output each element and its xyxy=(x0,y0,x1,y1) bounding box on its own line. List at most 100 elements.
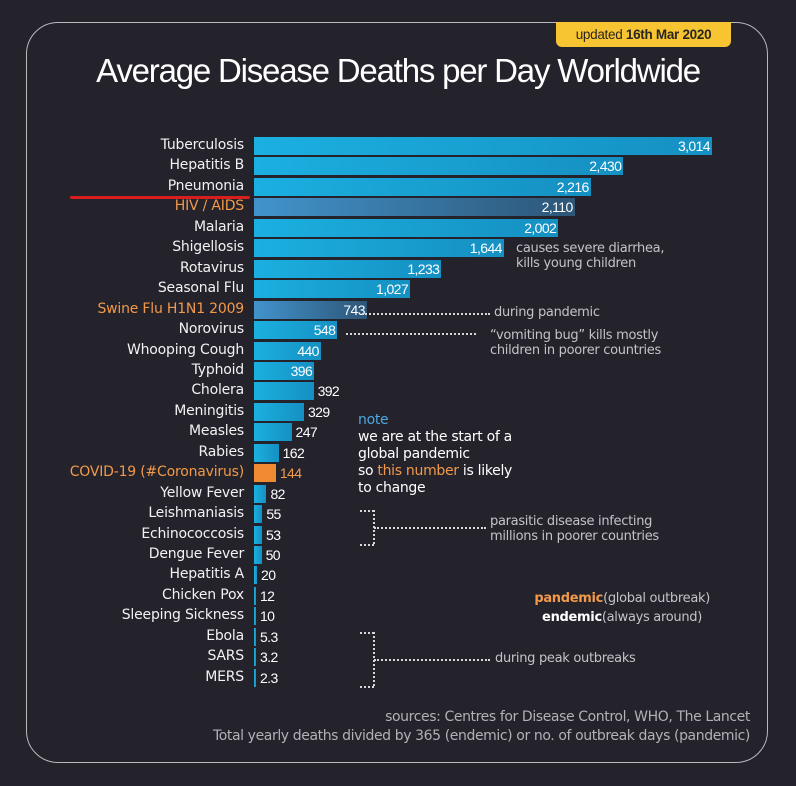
bar xyxy=(254,259,442,278)
bar xyxy=(254,177,591,196)
legend-pandemic-term: pandemic xyxy=(534,591,604,606)
bar xyxy=(254,566,258,585)
bar xyxy=(254,546,262,564)
category-label: SARS xyxy=(207,648,244,665)
value-label: 55 xyxy=(266,506,281,523)
value-label: 82 xyxy=(270,485,285,502)
annotation-norovirus: “vomiting bug” kills mostly children in … xyxy=(490,328,661,358)
value-label: 2,216 xyxy=(556,178,590,195)
value-label: 50 xyxy=(265,547,281,563)
bar xyxy=(254,280,411,299)
footer-method: Total yearly deaths divided by 365 (ende… xyxy=(212,728,750,744)
category-label: Yellow Fever xyxy=(160,484,244,501)
category-label: Leishmaniasis xyxy=(148,505,244,522)
badge-prefix: updated xyxy=(575,27,623,42)
note-line: we are at the start of a xyxy=(358,429,512,445)
footer-sources: sources: Centres for Disease Control, WH… xyxy=(385,709,750,725)
bar xyxy=(254,505,263,524)
category-label: Ebola xyxy=(206,627,244,644)
category-label: Seasonal Flu xyxy=(157,280,244,297)
note-text: is likely xyxy=(458,463,513,479)
value-label: 2,002 xyxy=(524,219,557,236)
note-text: so xyxy=(358,463,378,479)
value-label: 162 xyxy=(282,444,305,461)
annotation-line: kills young children xyxy=(516,256,636,271)
value-label: 1,644 xyxy=(469,240,503,257)
peak-leader xyxy=(374,659,490,661)
bar xyxy=(254,321,338,340)
category-label: Rabies xyxy=(198,443,245,460)
bar xyxy=(254,443,279,462)
value-label: 12 xyxy=(260,587,275,604)
annotation-parasitic: parasitic disease infecting millions in … xyxy=(490,514,659,544)
annotation-line: millions in poorer countries xyxy=(490,529,659,544)
category-label: Hepatitis A xyxy=(169,566,245,583)
bar xyxy=(254,239,504,258)
category-label: HIV / AIDS xyxy=(174,198,244,215)
category-label: Swine Flu H1N1 2009 xyxy=(97,300,244,317)
bracket-bottom xyxy=(360,544,374,546)
value-label: 440 xyxy=(297,342,319,359)
pneumonia-underline xyxy=(70,196,250,199)
category-label: MERS xyxy=(205,668,244,685)
value-label: 5.3 xyxy=(260,628,278,645)
note-line: global pandemic xyxy=(358,446,470,462)
bar xyxy=(254,300,367,319)
category-label: Pneumonia xyxy=(167,177,245,194)
updated-badge: updated 16th Mar 2020 xyxy=(556,22,731,47)
bar xyxy=(254,586,256,605)
value-label: 392 xyxy=(317,383,340,400)
value-label: 548 xyxy=(313,322,336,339)
bar xyxy=(254,341,321,360)
legend-endemic-term: endemic xyxy=(542,610,602,625)
value-label: 53 xyxy=(266,526,281,543)
category-label: COVID-19 (#Coronavirus) xyxy=(69,464,245,481)
value-label: 20 xyxy=(261,567,276,584)
norovirus-leader xyxy=(346,333,476,335)
badge-date: 16th Mar 2020 xyxy=(625,27,712,42)
value-label: 1,233 xyxy=(407,260,440,277)
annotation-line: “vomiting bug” kills mostly xyxy=(490,328,659,343)
legend-endemic-desc: (always around) xyxy=(601,610,702,625)
category-label: Rotavirus xyxy=(179,259,244,276)
note-box: note we are at the start of a global pan… xyxy=(358,412,512,497)
note-highlight: this number xyxy=(377,463,459,479)
annotation-peak: during peak outbreaks xyxy=(495,651,636,666)
value-label: 144 xyxy=(279,465,302,482)
bar xyxy=(254,198,575,217)
value-label: 2,430 xyxy=(589,158,622,175)
value-label: 3.2 xyxy=(260,649,278,666)
note-line: so this number is likely xyxy=(358,463,512,480)
parasitic-leader xyxy=(374,527,486,529)
annotation-swine-flu: during pandemic xyxy=(494,305,600,320)
chart-card xyxy=(26,22,768,763)
legend-endemic: endemic(always around) xyxy=(542,609,702,626)
bar xyxy=(254,648,256,667)
bracket-top xyxy=(360,510,374,512)
swine-flu-leader xyxy=(362,313,490,315)
value-label: 247 xyxy=(295,424,318,441)
bar xyxy=(254,627,256,646)
value-label: 743 xyxy=(343,301,365,318)
bracket-bottom xyxy=(360,686,374,688)
bar xyxy=(254,382,314,401)
annotation-shigellosis: causes severe diarrhea, kills young chil… xyxy=(516,241,664,271)
bar xyxy=(254,668,256,687)
bar xyxy=(254,525,263,544)
category-label: Chicken Pox xyxy=(162,586,244,603)
category-label: Norovirus xyxy=(178,321,245,338)
legend-pandemic: pandemic(global outbreak) xyxy=(534,590,710,607)
bar xyxy=(254,137,712,155)
annotation-line: causes severe diarrhea, xyxy=(516,241,665,256)
category-label: Typhoid xyxy=(191,361,245,378)
note-heading: note xyxy=(358,412,389,428)
category-label: Hepatitis B xyxy=(169,157,244,174)
bar xyxy=(254,423,292,442)
bar xyxy=(254,484,267,503)
value-label: 396 xyxy=(290,362,313,379)
bar xyxy=(254,218,559,237)
bracket-top xyxy=(360,632,374,634)
value-label: 1,027 xyxy=(376,281,409,298)
value-label: 2.3 xyxy=(260,669,278,686)
category-label: Sleeping Sickness xyxy=(121,607,244,624)
